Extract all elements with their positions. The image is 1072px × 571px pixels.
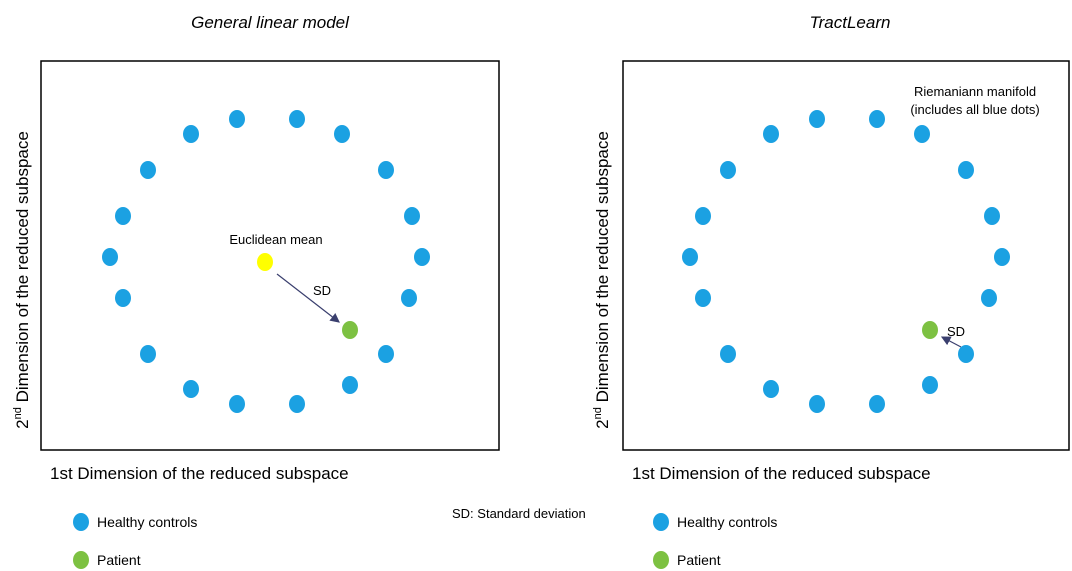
annotation: SD [313, 283, 331, 298]
control-dot [981, 289, 997, 307]
control-dot [869, 395, 885, 413]
control-dot [401, 289, 417, 307]
legend-swatch [73, 513, 89, 531]
control-dot [763, 125, 779, 143]
control-dot [115, 207, 131, 225]
control-dot [695, 207, 711, 225]
footnote: SD: Standard deviation [452, 506, 586, 521]
control-dot [342, 376, 358, 394]
control-dot [404, 207, 420, 225]
patient-dot [922, 321, 938, 339]
annotation: Euclidean mean [229, 232, 322, 247]
control-dot [720, 161, 736, 179]
panel-frame [622, 60, 1070, 451]
control-dot [378, 345, 394, 363]
arrow [940, 336, 962, 348]
arrow [276, 273, 340, 323]
control-dot [229, 110, 245, 128]
control-dot [809, 110, 825, 128]
control-dot [229, 395, 245, 413]
control-dot [914, 125, 930, 143]
control-dot [378, 161, 394, 179]
control-dot [289, 110, 305, 128]
control-dot [289, 395, 305, 413]
control-dot [695, 289, 711, 307]
control-dot [183, 125, 199, 143]
control-dot [720, 345, 736, 363]
control-dot [414, 248, 430, 266]
control-dot [183, 380, 199, 398]
panel-frame [40, 60, 500, 451]
control-dot [140, 161, 156, 179]
x-axis-label: 1st Dimension of the reduced subspace [50, 464, 349, 483]
control-dot [809, 395, 825, 413]
x-axis-label: 1st Dimension of the reduced subspace [632, 464, 931, 483]
legend-swatch [653, 513, 669, 531]
control-dot [994, 248, 1010, 266]
legend-label: Patient [97, 552, 141, 568]
control-dot [922, 376, 938, 394]
control-dot [140, 345, 156, 363]
control-dot [682, 248, 698, 266]
legend-swatch [73, 551, 89, 569]
panel-title: TractLearn [810, 13, 891, 32]
control-dot [984, 207, 1000, 225]
control-dot [334, 125, 350, 143]
panel-title: General linear model [191, 13, 350, 32]
legend-label: Patient [677, 552, 721, 568]
annotation: (includes all blue dots) [910, 102, 1039, 117]
control-dot [958, 161, 974, 179]
annotation: Riemaniann manifold [914, 84, 1036, 99]
legend-swatch [653, 551, 669, 569]
control-dot [763, 380, 779, 398]
control-dot [958, 345, 974, 363]
control-dot [869, 110, 885, 128]
y-axis-label: 2nd Dimension of the reduced subspace [592, 131, 612, 429]
annotation: SD [947, 324, 965, 339]
legend-label: Healthy controls [677, 514, 777, 530]
mean-dot [257, 253, 273, 271]
y-axis-label: 2nd Dimension of the reduced subspace [12, 131, 32, 429]
control-dot [102, 248, 118, 266]
control-dot [115, 289, 131, 307]
patient-dot [342, 321, 358, 339]
legend-label: Healthy controls [97, 514, 197, 530]
